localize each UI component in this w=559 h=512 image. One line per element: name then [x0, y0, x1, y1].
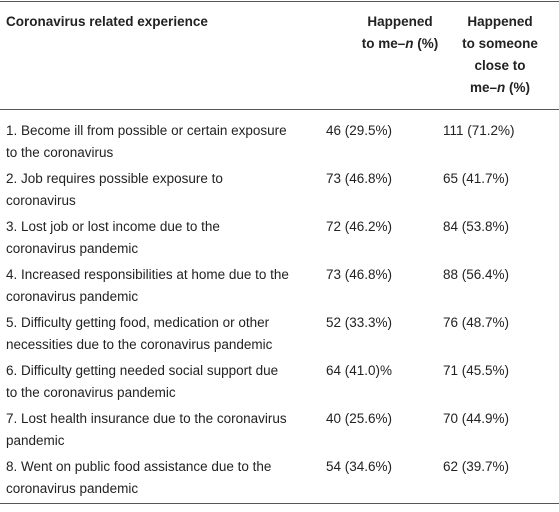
cell-value: 84 (53.8%)	[443, 219, 510, 234]
header-text: to someone	[462, 36, 538, 51]
row-label: 3. Lost job or lost income due to the	[6, 219, 220, 234]
cell-value: 40 (25.6%)	[326, 411, 393, 426]
row-label: 2. Job requires possible exposure to	[6, 171, 223, 186]
header-text: Coronavirus related experience	[6, 14, 208, 29]
cell-value: 71 (45.5%)	[443, 363, 510, 378]
header-text: to me–	[361, 36, 406, 51]
cell-value: 76 (48.7%)	[443, 315, 510, 330]
header-line: to someone	[462, 33, 538, 55]
cell-value: 73 (46.8%)	[326, 171, 393, 186]
row-label: coronavirus	[6, 193, 76, 208]
cell-value: 111 (71.2%)	[443, 123, 515, 138]
cell-value: 73 (46.8%)	[326, 267, 393, 282]
row-label: coronavirus pandemic	[6, 481, 139, 496]
top-rule	[0, 1, 559, 2]
header-text: (%)	[505, 80, 531, 95]
header-rule	[0, 109, 559, 110]
cell-value: 46 (29.5%)	[326, 123, 393, 138]
header-line: to me–n (%)	[362, 33, 439, 55]
header-line: Happened	[367, 11, 432, 33]
row-label: 6. Difficulty getting needed social supp…	[6, 363, 279, 378]
header-text: Happened	[467, 14, 533, 29]
header-line: Coronavirus related experience	[6, 11, 208, 33]
header-text: close to	[474, 58, 526, 73]
cell-value: 70 (44.9%)	[443, 411, 510, 426]
cell-value: 88 (56.4%)	[443, 267, 510, 282]
row-label: to the coronavirus pandemic	[6, 385, 176, 400]
header-line: close to	[474, 55, 525, 77]
header-text: Happened	[367, 14, 433, 29]
header-text: n	[405, 36, 414, 51]
header-text: (%)	[413, 36, 439, 51]
row-label: to the coronavirus	[6, 145, 114, 160]
cell-value: 72 (46.2%)	[326, 219, 393, 234]
row-label: pandemic	[6, 433, 65, 448]
cell-value: 52 (33.3%)	[326, 315, 393, 330]
row-label: 7. Lost health insurance due to the coro…	[6, 411, 287, 426]
cell-value: 64 (41.0)%	[326, 363, 393, 378]
header-text: me–	[469, 80, 498, 95]
header-line: Happened	[467, 11, 532, 33]
row-label: 4. Increased responsibilities at home du…	[6, 267, 289, 282]
row-label: coronavirus pandemic	[6, 289, 139, 304]
header-line: me–n (%)	[470, 77, 530, 99]
row-label: coronavirus pandemic	[6, 241, 139, 256]
row-label: 1. Become ill from possible or certain e…	[6, 123, 287, 138]
row-label: 8. Went on public food assistance due to…	[6, 459, 272, 474]
cell-value: 65 (41.7%)	[443, 171, 510, 186]
row-label: necessities due to the coronavirus pande…	[6, 337, 273, 352]
row-label: 5. Difficulty getting food, medication o…	[6, 315, 270, 330]
bottom-rule	[0, 503, 559, 504]
header-text: n	[497, 80, 506, 95]
cell-value: 54 (34.6%)	[326, 459, 393, 474]
cell-value: 62 (39.7%)	[443, 459, 510, 474]
